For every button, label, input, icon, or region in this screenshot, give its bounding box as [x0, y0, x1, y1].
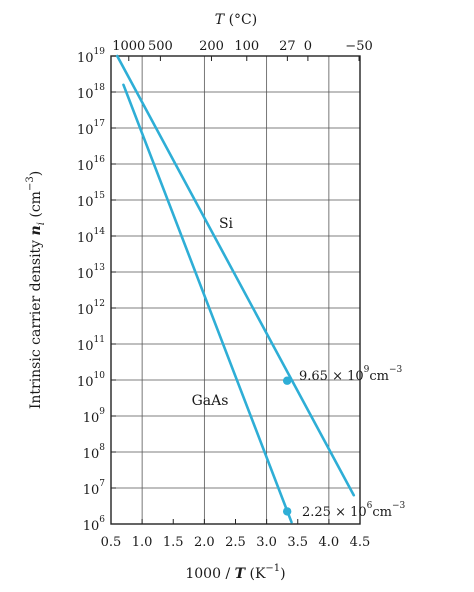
y-tick-label: 107: [83, 479, 106, 498]
data-point-si: [282, 376, 292, 385]
series-line-si: [115, 54, 356, 497]
top-tick-label: 1000: [112, 39, 145, 54]
series-layer: [115, 54, 356, 524]
series-label-gaas: GaAs: [192, 393, 229, 409]
x-tick-label: 3.5: [287, 535, 308, 550]
y-tick-label: 1011: [77, 335, 105, 354]
top-tick-label: 500: [148, 39, 173, 54]
x-tick-label: 1.5: [163, 535, 184, 550]
y-tick-label: 1013: [77, 263, 105, 282]
grid: [111, 55, 360, 525]
y-tick-label: 1017: [77, 119, 105, 138]
y-tick-label: 1014: [77, 227, 105, 246]
y-tick-label: 106: [83, 515, 106, 534]
top-tick-label: 100: [234, 39, 259, 54]
labels-layer: Si GaAs 9.65 × 109cm−3 2.25 × 106cm−3 1000 /…: [25, 12, 406, 582]
y-tick-label: 1018: [77, 83, 105, 102]
x-tick-label: 4.0: [319, 535, 340, 550]
y-tick-label: 108: [83, 443, 106, 462]
annotation-si: 9.65 × 109cm−3: [299, 365, 403, 384]
x-tick-label: 4.5: [350, 535, 371, 550]
y-tick-label: 1015: [77, 191, 105, 210]
x-tick-label: 1.0: [132, 535, 153, 550]
y-tick-label: 1016: [77, 155, 105, 174]
top-tick-label: 27: [279, 39, 296, 54]
top-tick-label: 0: [304, 39, 312, 54]
y-tick-label: 1019: [77, 47, 105, 66]
series-line-gaas: [122, 83, 293, 524]
x-tick-label: 2.0: [194, 535, 215, 550]
top-tick-label: 200: [199, 39, 224, 54]
plot-frame: [110, 55, 361, 525]
y-axis-title: Intrinsic carrier density ni (cm−3): [25, 171, 47, 409]
x-tick-label: 0.5: [101, 535, 122, 550]
top-tick-label: −50: [345, 39, 372, 54]
x-tick-label: 3.0: [256, 535, 277, 550]
x-axis-title: 1000 / T (K−1): [185, 563, 285, 582]
top-axis-title: T (°C): [215, 12, 257, 28]
annotation-gaas: 2.25 × 106cm−3: [302, 501, 406, 520]
data-point-gaas: [282, 507, 292, 516]
series-label-si: Si: [219, 216, 234, 232]
plot-border: [110, 55, 361, 525]
y-tick-label: 1010: [77, 371, 105, 390]
y-tick-label: 109: [83, 407, 106, 426]
x-tick-label: 2.5: [225, 535, 246, 550]
ticks-layer: 0.5 1.0 1.5 2.0 2.5 3.0 3.5 4.0 4.5 1019 1018 1017 1…: [77, 39, 373, 550]
y-tick-label: 1012: [77, 299, 105, 318]
